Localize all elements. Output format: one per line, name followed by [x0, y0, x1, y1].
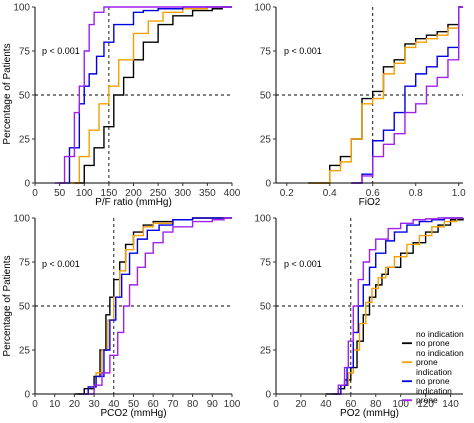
- x-tick-label: 10: [49, 399, 61, 410]
- x-tick-label: 20: [69, 399, 81, 410]
- p-value-annotation: p < 0.001: [42, 46, 80, 56]
- x-tick-label: 250: [150, 188, 167, 199]
- y-tick-label: 25: [260, 135, 272, 146]
- y-tick-label: 75: [19, 258, 31, 269]
- x-tick-label: 400: [224, 188, 241, 199]
- x-tick-label: 0: [32, 188, 38, 199]
- y-tick-label: 0: [24, 390, 30, 401]
- x-tick-label: 1.0: [452, 188, 466, 199]
- y-tick-label: 75: [260, 258, 272, 269]
- y-tick-label: 0: [24, 179, 30, 190]
- x-axis-title: PO2 (mmHg): [340, 408, 399, 419]
- y-tick-label: 75: [19, 47, 31, 58]
- legend-label: no indication: [416, 329, 464, 339]
- series-line-2: [332, 217, 463, 395]
- x-tick-label: 0: [32, 399, 38, 410]
- x-tick-label: 0.8: [409, 188, 423, 199]
- p-value-annotation: p < 0.001: [284, 259, 322, 269]
- legend-label: no prone: [416, 376, 450, 386]
- x-tick-label: 300: [174, 188, 191, 199]
- x-axis-title: PCO2 (mmHg): [100, 408, 166, 419]
- x-tick-label: 80: [370, 399, 382, 410]
- y-axis-label-bottom: Percentage of Patients: [2, 255, 13, 356]
- series-line-3: [78, 217, 232, 395]
- y-tick-label: 50: [260, 302, 272, 313]
- series-line-2: [69, 6, 232, 184]
- y-tick-label: 50: [260, 91, 272, 102]
- p-value-annotation: p < 0.001: [42, 259, 80, 269]
- x-tick-label: 140: [442, 399, 459, 410]
- x-tick-label: 40: [108, 399, 120, 410]
- x-tick-label: 30: [89, 399, 101, 410]
- x-tick-label: 60: [148, 399, 160, 410]
- x-tick-label: 0.6: [366, 188, 380, 199]
- legend-label: indication: [416, 367, 452, 377]
- y-tick-label: 100: [254, 214, 271, 225]
- p-value-annotation: p < 0.001: [284, 46, 322, 56]
- y-tick-label: 25: [19, 135, 31, 146]
- chart-panel-3: 0 10 20 30 40 50 60 70 80 90 100 0 25 50 75 100 PCO2 (mm…: [13, 214, 240, 420]
- legend-label: prone: [416, 357, 438, 367]
- legend-label: prone: [416, 395, 438, 405]
- x-axis-title: P/F ratio (mmHg): [95, 197, 172, 208]
- x-tick-label: 350: [199, 188, 216, 199]
- x-tick-label: 0.2: [280, 188, 294, 199]
- chart-panel-2: 0.2 0.4 0.6 0.8 1.0 0 25 50 75 100 FiO2 p < 0.001: [254, 3, 466, 209]
- y-tick-label: 100: [254, 3, 271, 14]
- x-tick-label: 20: [295, 399, 307, 410]
- x-tick-label: 50: [128, 399, 140, 410]
- x-tick-label: 0.4: [323, 188, 337, 199]
- y-axis-label-top: Percentage of Patients: [2, 43, 13, 144]
- x-tick-label: 90: [207, 399, 219, 410]
- x-tick-label: 80: [187, 399, 199, 410]
- series-line-1: [325, 218, 464, 395]
- series-line-2: [78, 217, 232, 395]
- x-tick-label: 100: [76, 188, 93, 199]
- x-tick-label: 70: [167, 399, 179, 410]
- series-line-4: [351, 6, 463, 184]
- x-tick-label: 0: [273, 399, 279, 410]
- legend-label: indication: [416, 386, 452, 396]
- y-tick-label: 0: [265, 179, 271, 190]
- x-tick-label: 40: [320, 399, 332, 410]
- x-tick-label: 100: [224, 399, 241, 410]
- x-tick-label: 60: [345, 399, 357, 410]
- y-tick-label: 25: [260, 346, 272, 357]
- y-tick-label: 50: [19, 91, 31, 102]
- y-tick-label: 75: [260, 47, 272, 58]
- series-line-4: [84, 217, 232, 395]
- y-tick-label: 25: [19, 346, 31, 357]
- series-line-4: [54, 6, 232, 184]
- x-tick-label: 120: [417, 399, 434, 410]
- x-tick-label: 100: [392, 399, 409, 410]
- legend-label: no prone: [416, 338, 450, 348]
- y-tick-label: 100: [13, 3, 30, 14]
- legend-label: no indication: [416, 348, 464, 358]
- series-line-3: [332, 217, 463, 395]
- x-tick-label: 200: [125, 188, 142, 199]
- series-line-2: [308, 6, 463, 184]
- series-line-1: [74, 6, 232, 184]
- series-line-4: [332, 217, 463, 395]
- y-tick-label: 100: [13, 214, 30, 225]
- y-tick-label: 0: [265, 390, 271, 401]
- y-tick-label: 50: [19, 302, 31, 313]
- x-tick-label: 50: [54, 188, 66, 199]
- x-axis-title: FiO2: [359, 197, 381, 208]
- x-tick-label: 150: [101, 188, 118, 199]
